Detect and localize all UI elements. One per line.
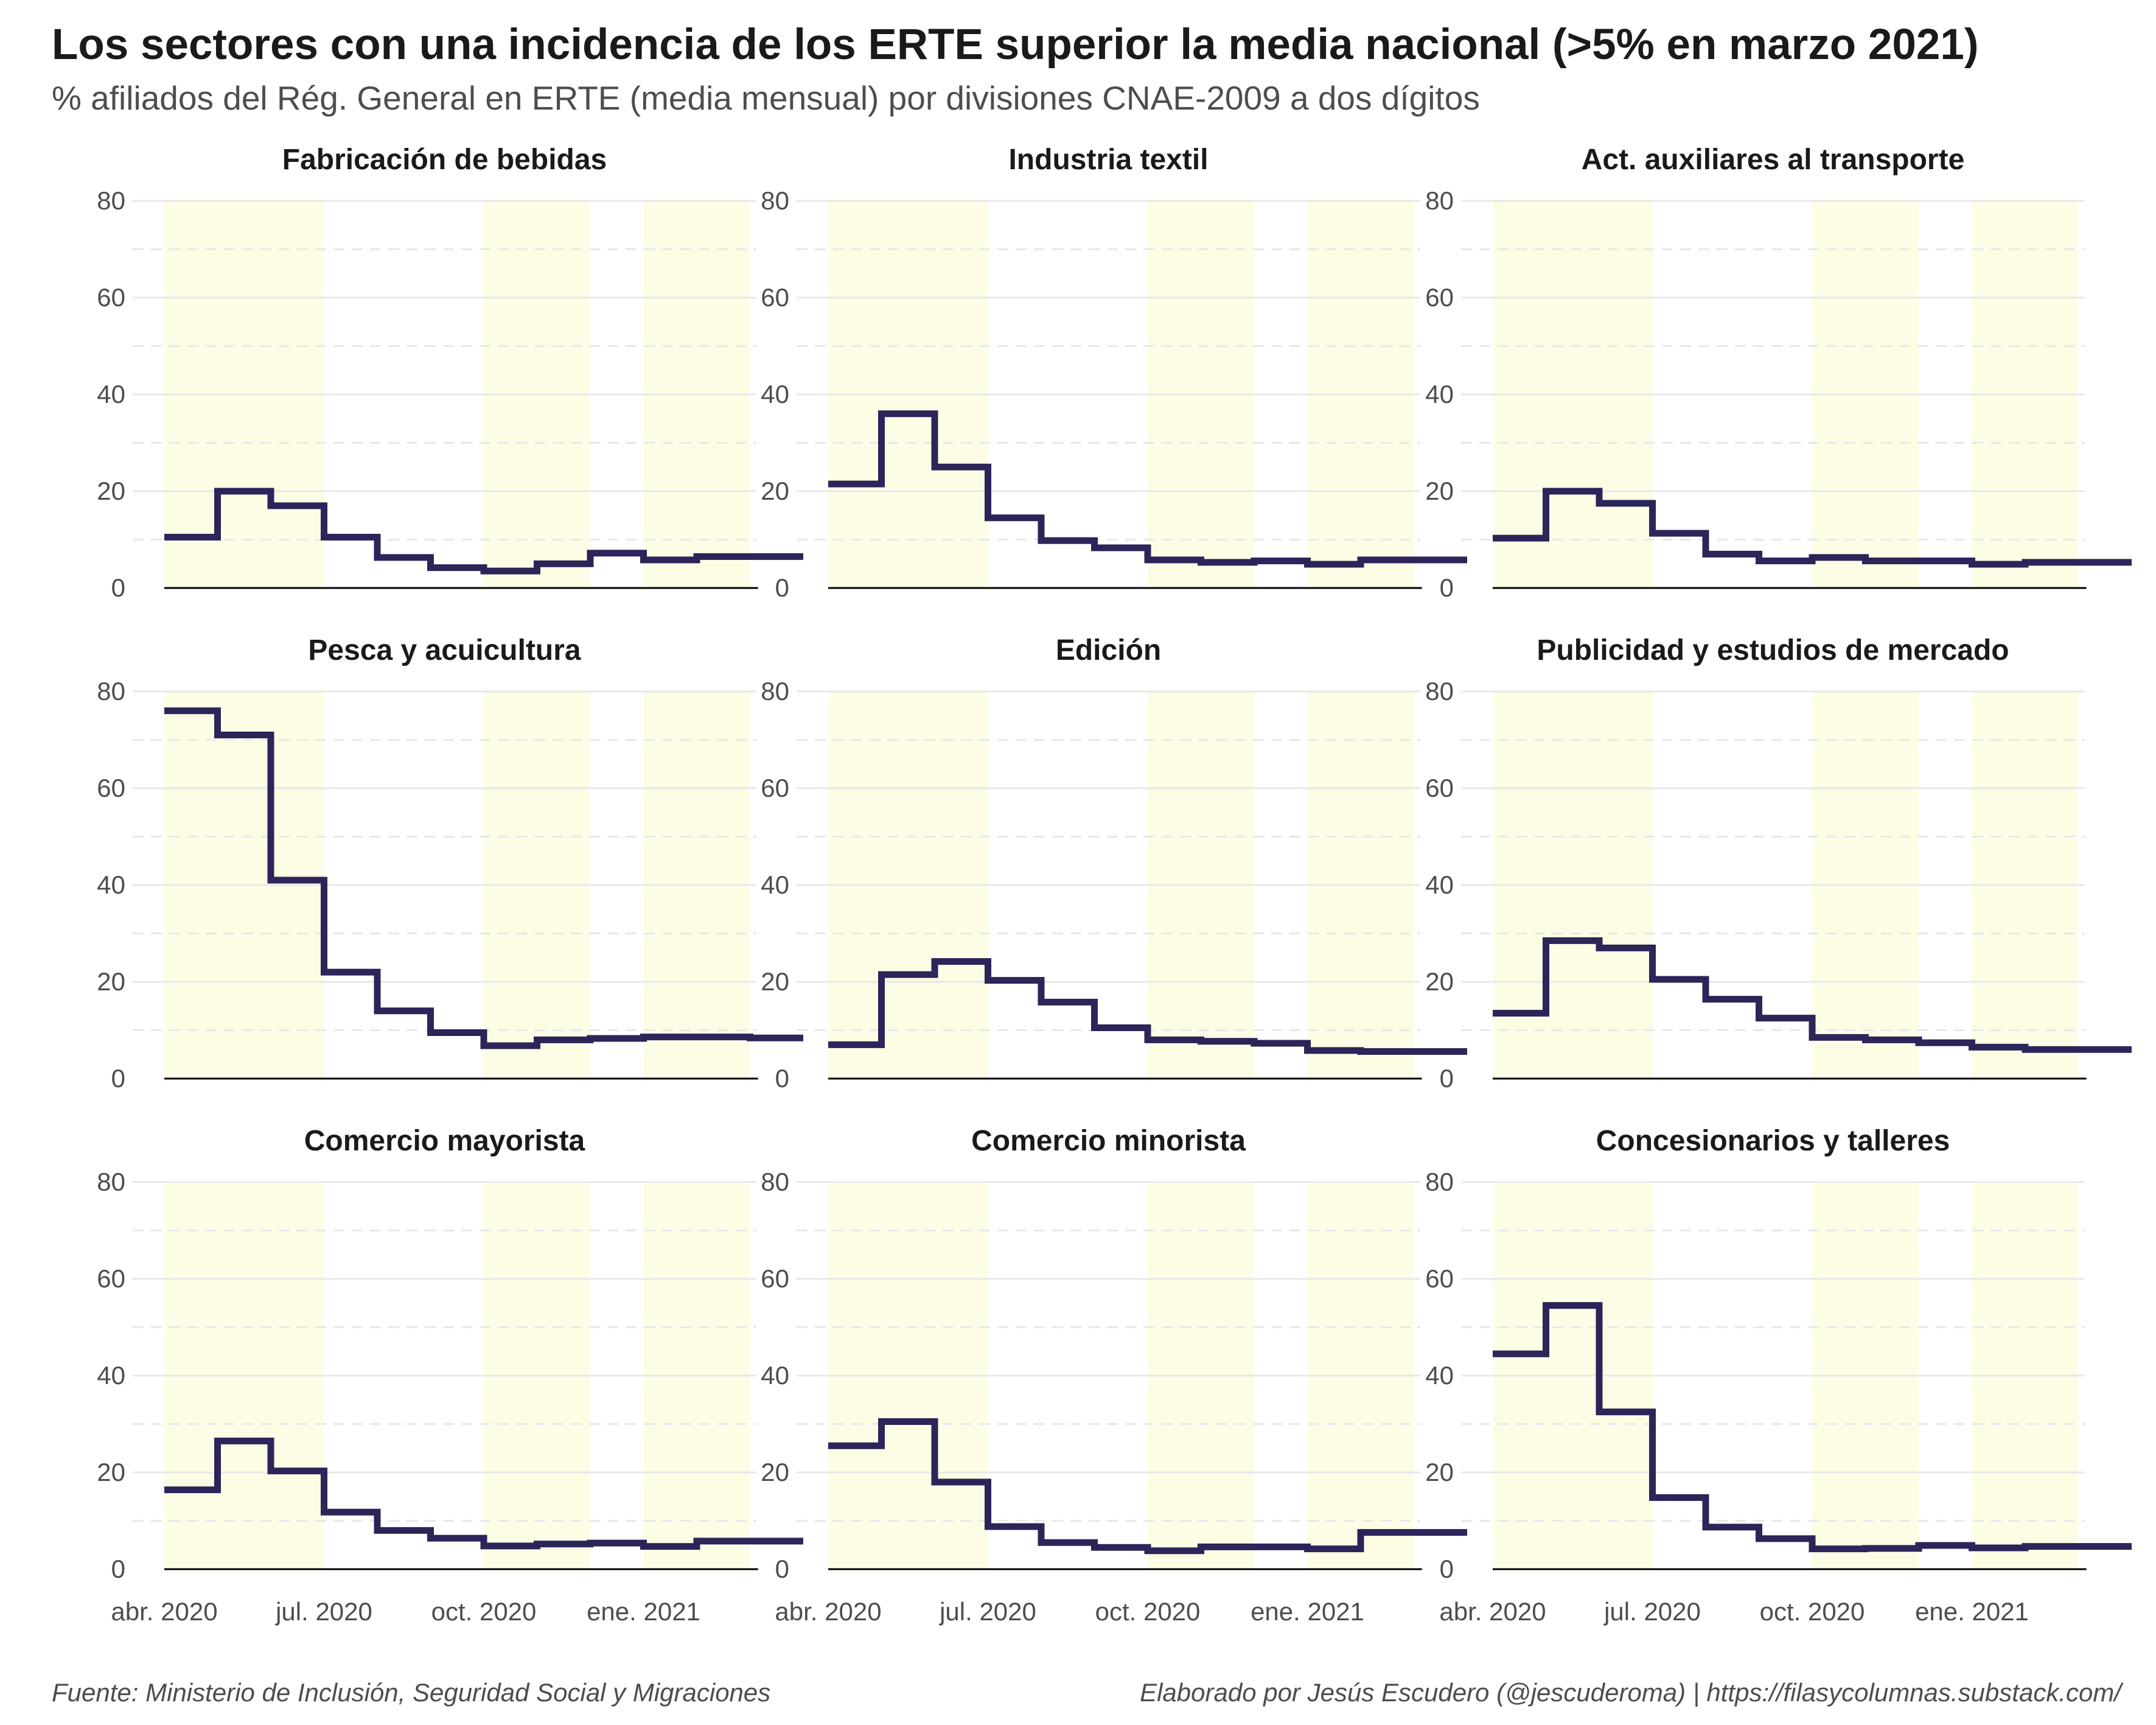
- y-tick-label: 20: [97, 967, 125, 996]
- series-line: [828, 410, 1467, 568]
- panel: 0 20 40 60 80 Pesca y acuicultura: [97, 634, 803, 1093]
- series-line: [164, 1437, 803, 1550]
- x-tick-label: oct. 2020: [431, 1597, 537, 1626]
- x-tick-label: jul. 2020: [938, 1597, 1036, 1626]
- y-tick-label: 40: [97, 870, 125, 899]
- y-tick-label: 80: [97, 1167, 125, 1196]
- panel-title: Publicidad y estudios de mercado: [1537, 634, 2009, 667]
- y-tick-label: 80: [1425, 677, 1454, 705]
- y-tick-label: 80: [1425, 186, 1454, 215]
- y-tick-label: 60: [1425, 1264, 1454, 1293]
- y-tick-label: 0: [1440, 573, 1454, 602]
- y-tick-label: 0: [775, 1064, 789, 1093]
- y-tick-label: 60: [761, 774, 789, 802]
- x-tick-label: oct. 2020: [1095, 1597, 1201, 1626]
- chart-subtitle: % afiliados del Rég. General en ERTE (me…: [52, 79, 1480, 117]
- y-tick-label: 40: [761, 380, 789, 408]
- y-tick-label: 40: [1425, 380, 1454, 408]
- y-tick-label: 20: [1425, 1458, 1454, 1486]
- series-line: [164, 707, 803, 1049]
- x-tick-label: abr. 2020: [1439, 1597, 1546, 1626]
- series-line: [828, 958, 1467, 1055]
- x-tick-label: jul. 2020: [1603, 1597, 1701, 1626]
- y-tick-label: 80: [97, 186, 125, 215]
- chart-title: Los sectores con una incidencia de los E…: [52, 21, 1978, 69]
- panel-title: Industria textil: [1008, 144, 1208, 176]
- y-tick-label: 20: [761, 967, 789, 996]
- y-tick-label: 0: [1440, 1064, 1454, 1093]
- y-tick-label: 60: [97, 283, 125, 312]
- panel: 0 20 40 60 80 Publicidad y estudios de mercad…: [1425, 634, 2132, 1093]
- panel: 0 20 40 60 80 Concesionarios y talleres abr. 2…: [1425, 1125, 2132, 1626]
- series-line: [1493, 1302, 2132, 1553]
- x-tick-label: oct. 2020: [1760, 1597, 1865, 1626]
- y-tick-label: 80: [761, 677, 789, 705]
- caption-author: Elaborado por Jesús Escudero (@jescudero…: [1140, 1678, 2124, 1707]
- panel-title: Pesca y acuicultura: [308, 634, 581, 667]
- series-line: [164, 488, 803, 575]
- panel-title: Concesionarios y talleres: [1596, 1125, 1950, 1157]
- x-tick-label: abr. 2020: [111, 1597, 217, 1626]
- y-tick-label: 20: [761, 477, 789, 505]
- y-tick-label: 40: [761, 1361, 789, 1390]
- panel-title: Fabricación de bebidas: [282, 144, 607, 176]
- series-line: [1493, 937, 2132, 1053]
- series-line: [1493, 488, 2132, 568]
- panels-group: 0 20 40 60 80 Fabricación de bebidas 0 20 40 60 80…: [97, 144, 2132, 1626]
- panel: 0 20 40 60 80 Comercio mayorista abr. 2020 jul.…: [97, 1125, 803, 1626]
- y-tick-label: 40: [761, 870, 789, 899]
- panel-title: Edición: [1056, 634, 1161, 667]
- y-tick-label: 0: [111, 1555, 125, 1583]
- y-tick-label: 80: [761, 1167, 789, 1196]
- panel-title: Comercio minorista: [971, 1125, 1246, 1157]
- y-tick-label: 60: [761, 1264, 789, 1293]
- y-tick-label: 80: [97, 677, 125, 705]
- y-tick-label: 60: [761, 283, 789, 312]
- y-tick-label: 40: [1425, 870, 1454, 899]
- y-tick-label: 0: [111, 1064, 125, 1093]
- x-tick-label: ene. 2021: [587, 1597, 700, 1626]
- x-tick-label: abr. 2020: [775, 1597, 881, 1626]
- y-tick-label: 40: [97, 1361, 125, 1390]
- panel-title: Comercio mayorista: [304, 1125, 585, 1157]
- y-tick-label: 0: [775, 1555, 789, 1583]
- panel: 0 20 40 60 80 Industria textil: [761, 144, 1467, 602]
- series-line: [828, 1418, 1467, 1555]
- panel: 0 20 40 60 80 Edición: [761, 634, 1467, 1093]
- y-tick-label: 60: [1425, 283, 1454, 312]
- y-tick-label: 0: [111, 573, 125, 602]
- y-tick-label: 0: [1440, 1555, 1454, 1583]
- y-tick-label: 20: [1425, 967, 1454, 996]
- y-tick-label: 80: [761, 186, 789, 215]
- panel: 0 20 40 60 80 Comercio minorista abr. 2020 jul.…: [761, 1125, 1467, 1626]
- x-tick-label: ene. 2021: [1251, 1597, 1364, 1626]
- caption-source: Fuente: Ministerio de Inclusión, Segurid…: [52, 1678, 770, 1707]
- x-tick-label: jul. 2020: [274, 1597, 372, 1626]
- y-tick-label: 20: [97, 477, 125, 505]
- y-tick-label: 60: [97, 1264, 125, 1293]
- panel-title: Act. auxiliares al transporte: [1582, 144, 1965, 176]
- x-tick-label: ene. 2021: [1915, 1597, 2029, 1626]
- y-tick-label: 20: [1425, 477, 1454, 505]
- y-tick-label: 20: [761, 1458, 789, 1486]
- y-tick-label: 20: [97, 1458, 125, 1486]
- y-tick-label: 0: [775, 573, 789, 602]
- y-tick-label: 60: [97, 774, 125, 802]
- y-tick-label: 40: [1425, 1361, 1454, 1390]
- y-tick-label: 60: [1425, 774, 1454, 802]
- panel: 0 20 40 60 80 Fabricación de bebidas: [97, 144, 803, 602]
- y-tick-label: 80: [1425, 1167, 1454, 1196]
- y-tick-label: 40: [97, 380, 125, 408]
- panel: 0 20 40 60 80 Act. auxiliares al transporte: [1425, 144, 2132, 602]
